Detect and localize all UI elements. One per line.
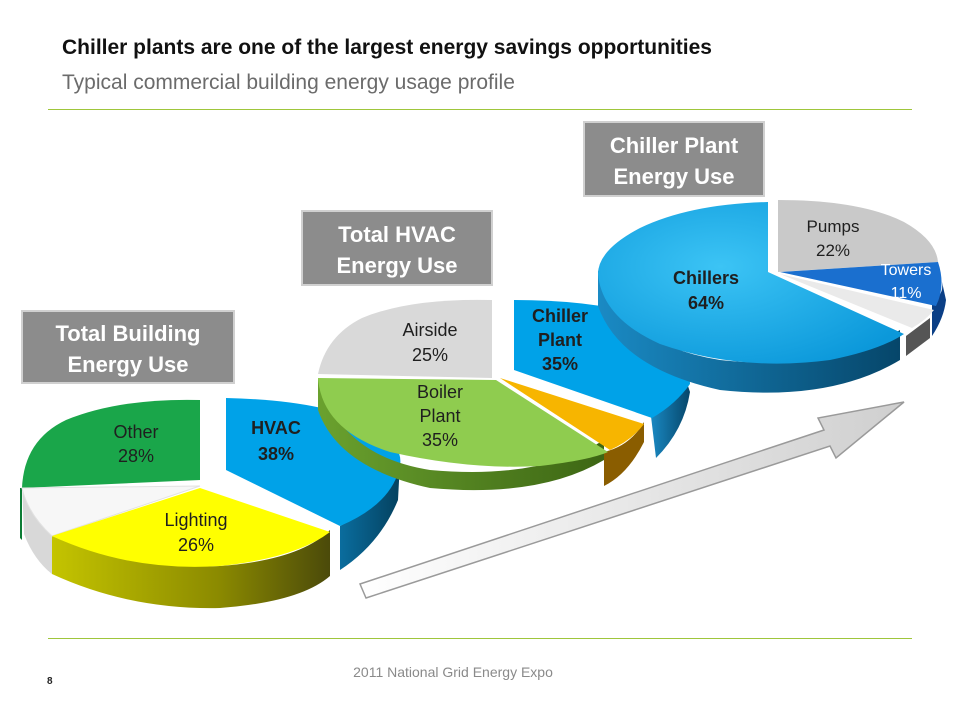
pie3-slice-chillers	[598, 202, 904, 364]
label-chillers-name: Chillers	[673, 268, 739, 288]
pie2-slice-boiler	[318, 378, 608, 467]
growth-arrow	[358, 401, 905, 599]
stage-label-1-line1: Total Building	[55, 321, 200, 346]
stage-label-1-line2: Energy Use	[67, 352, 188, 377]
pie2-side-orange	[604, 422, 644, 486]
pie1-slice-other	[22, 399, 200, 488]
page-subtitle: Typical commercial building energy usage…	[62, 71, 515, 94]
pie2-slice-orange	[500, 378, 644, 450]
pie3-slice-pumps	[778, 200, 938, 272]
label-hvac-name: HVAC	[251, 418, 301, 438]
label-towers-value: 11%	[891, 285, 922, 302]
label-other-name: Other	[113, 422, 158, 442]
pie2-side-boiler	[318, 378, 604, 491]
page-number: 8	[47, 676, 53, 687]
label-airside-name: Airside	[402, 320, 457, 340]
label-chillers-value: 64%	[688, 293, 724, 313]
label-boiler-name: Boiler	[417, 382, 463, 402]
stage-label-3-line1: Chiller Plant	[610, 133, 739, 158]
growth-arrow-shape	[358, 401, 905, 599]
label-boiler-name-2: Plant	[419, 406, 460, 426]
pie3-slice-towers	[780, 262, 942, 306]
pie3-slice-sliver	[780, 274, 934, 328]
pie1-side-other	[20, 488, 22, 540]
pie1-slice-remainder	[21, 485, 201, 537]
label-chiller-plant-value: 35%	[542, 354, 578, 374]
stage-label-chiller-plant: Chiller Plant Energy Use	[583, 121, 765, 197]
pie1-side-hvac	[340, 462, 400, 570]
label-airside-value: 25%	[412, 345, 448, 365]
label-other-value: 28%	[118, 446, 154, 466]
label-pumps-value: 22%	[816, 241, 850, 260]
pie1-side-lighting	[52, 530, 330, 609]
label-lighting-value: 26%	[178, 535, 214, 555]
pie2-side-chiller	[650, 386, 690, 458]
page-title: Chiller plants are one of the largest en…	[62, 36, 712, 59]
header-divider	[48, 109, 912, 110]
pie-chiller-plant	[598, 200, 946, 393]
label-chiller-plant-name: Chiller	[532, 306, 588, 326]
stage-label-total-hvac: Total HVAC Energy Use	[301, 210, 493, 286]
label-hvac-value: 38%	[258, 444, 294, 464]
label-towers-name: Towers	[881, 262, 932, 279]
footer-divider	[48, 638, 912, 639]
label-lighting-name: Lighting	[164, 510, 227, 530]
slice-labels: Other 28% Lighting 26% HVAC 38% Airside …	[113, 217, 931, 555]
pie3-side-towers	[932, 282, 946, 336]
pie3-side-sliver	[906, 318, 930, 356]
stage-label-2-line2: Energy Use	[336, 253, 457, 278]
label-pumps-name: Pumps	[807, 217, 860, 236]
pie3-side-chillers	[598, 270, 900, 393]
stage-label-2-line1: Total HVAC	[338, 222, 456, 247]
stage-label-3-line2: Energy Use	[613, 164, 734, 189]
label-chiller-plant-name-2: Plant	[538, 330, 582, 350]
footer-text: 2011 National Grid Energy Expo	[353, 664, 553, 680]
pie1-slice-lighting	[52, 488, 330, 567]
label-boiler-value: 35%	[422, 430, 458, 450]
pie2-slice-airside	[318, 299, 492, 378]
stage-label-total-building: Total Building Energy Use	[21, 310, 235, 384]
